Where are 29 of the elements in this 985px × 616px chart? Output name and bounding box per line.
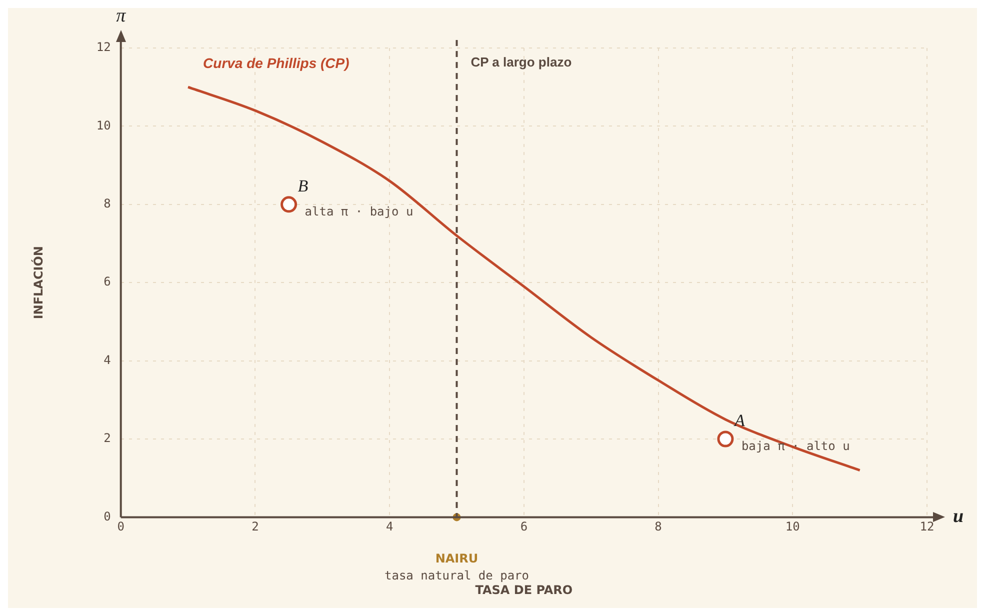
annotation: alta π · bajo u — [304, 204, 414, 219]
series-label: B — [298, 176, 309, 196]
line-series — [186, 86, 862, 472]
series-label: Curva de Phillips (CP) — [203, 54, 350, 71]
x-axis-title: TASA DE PARO — [475, 582, 573, 597]
x-tick-label: 2 — [252, 520, 259, 534]
y-tick-label: 12 — [96, 40, 111, 54]
series-label: A — [733, 410, 746, 430]
text: u — [953, 506, 964, 528]
point — [717, 430, 734, 448]
y-axis-title: INFLACIÓN — [30, 246, 46, 320]
y-tick-label: 6 — [104, 274, 111, 289]
y-tick-label: 10 — [96, 118, 111, 132]
ref-line-label: CP a largo plazo — [470, 54, 572, 70]
x-tick-label: 10 — [785, 520, 800, 534]
text: π — [116, 6, 126, 26]
point — [280, 196, 298, 213]
x-tick-label: 4 — [386, 520, 394, 534]
text: tasa natural de paro — [384, 568, 529, 582]
x-tick-label: 8 — [654, 520, 662, 534]
y-tick-label: 0 — [104, 509, 111, 524]
x-tick-label: 0 — [117, 520, 124, 534]
text: NAIRU — [435, 551, 478, 566]
y-tick-label: 8 — [104, 196, 111, 211]
x-tick-label: 12 — [920, 520, 934, 534]
y-tick-label: 2 — [104, 431, 111, 446]
x-tick-label: 6 — [520, 520, 528, 534]
annotation: baja π · alto u — [741, 439, 850, 454]
y-tick-label: 4 — [104, 352, 111, 367]
